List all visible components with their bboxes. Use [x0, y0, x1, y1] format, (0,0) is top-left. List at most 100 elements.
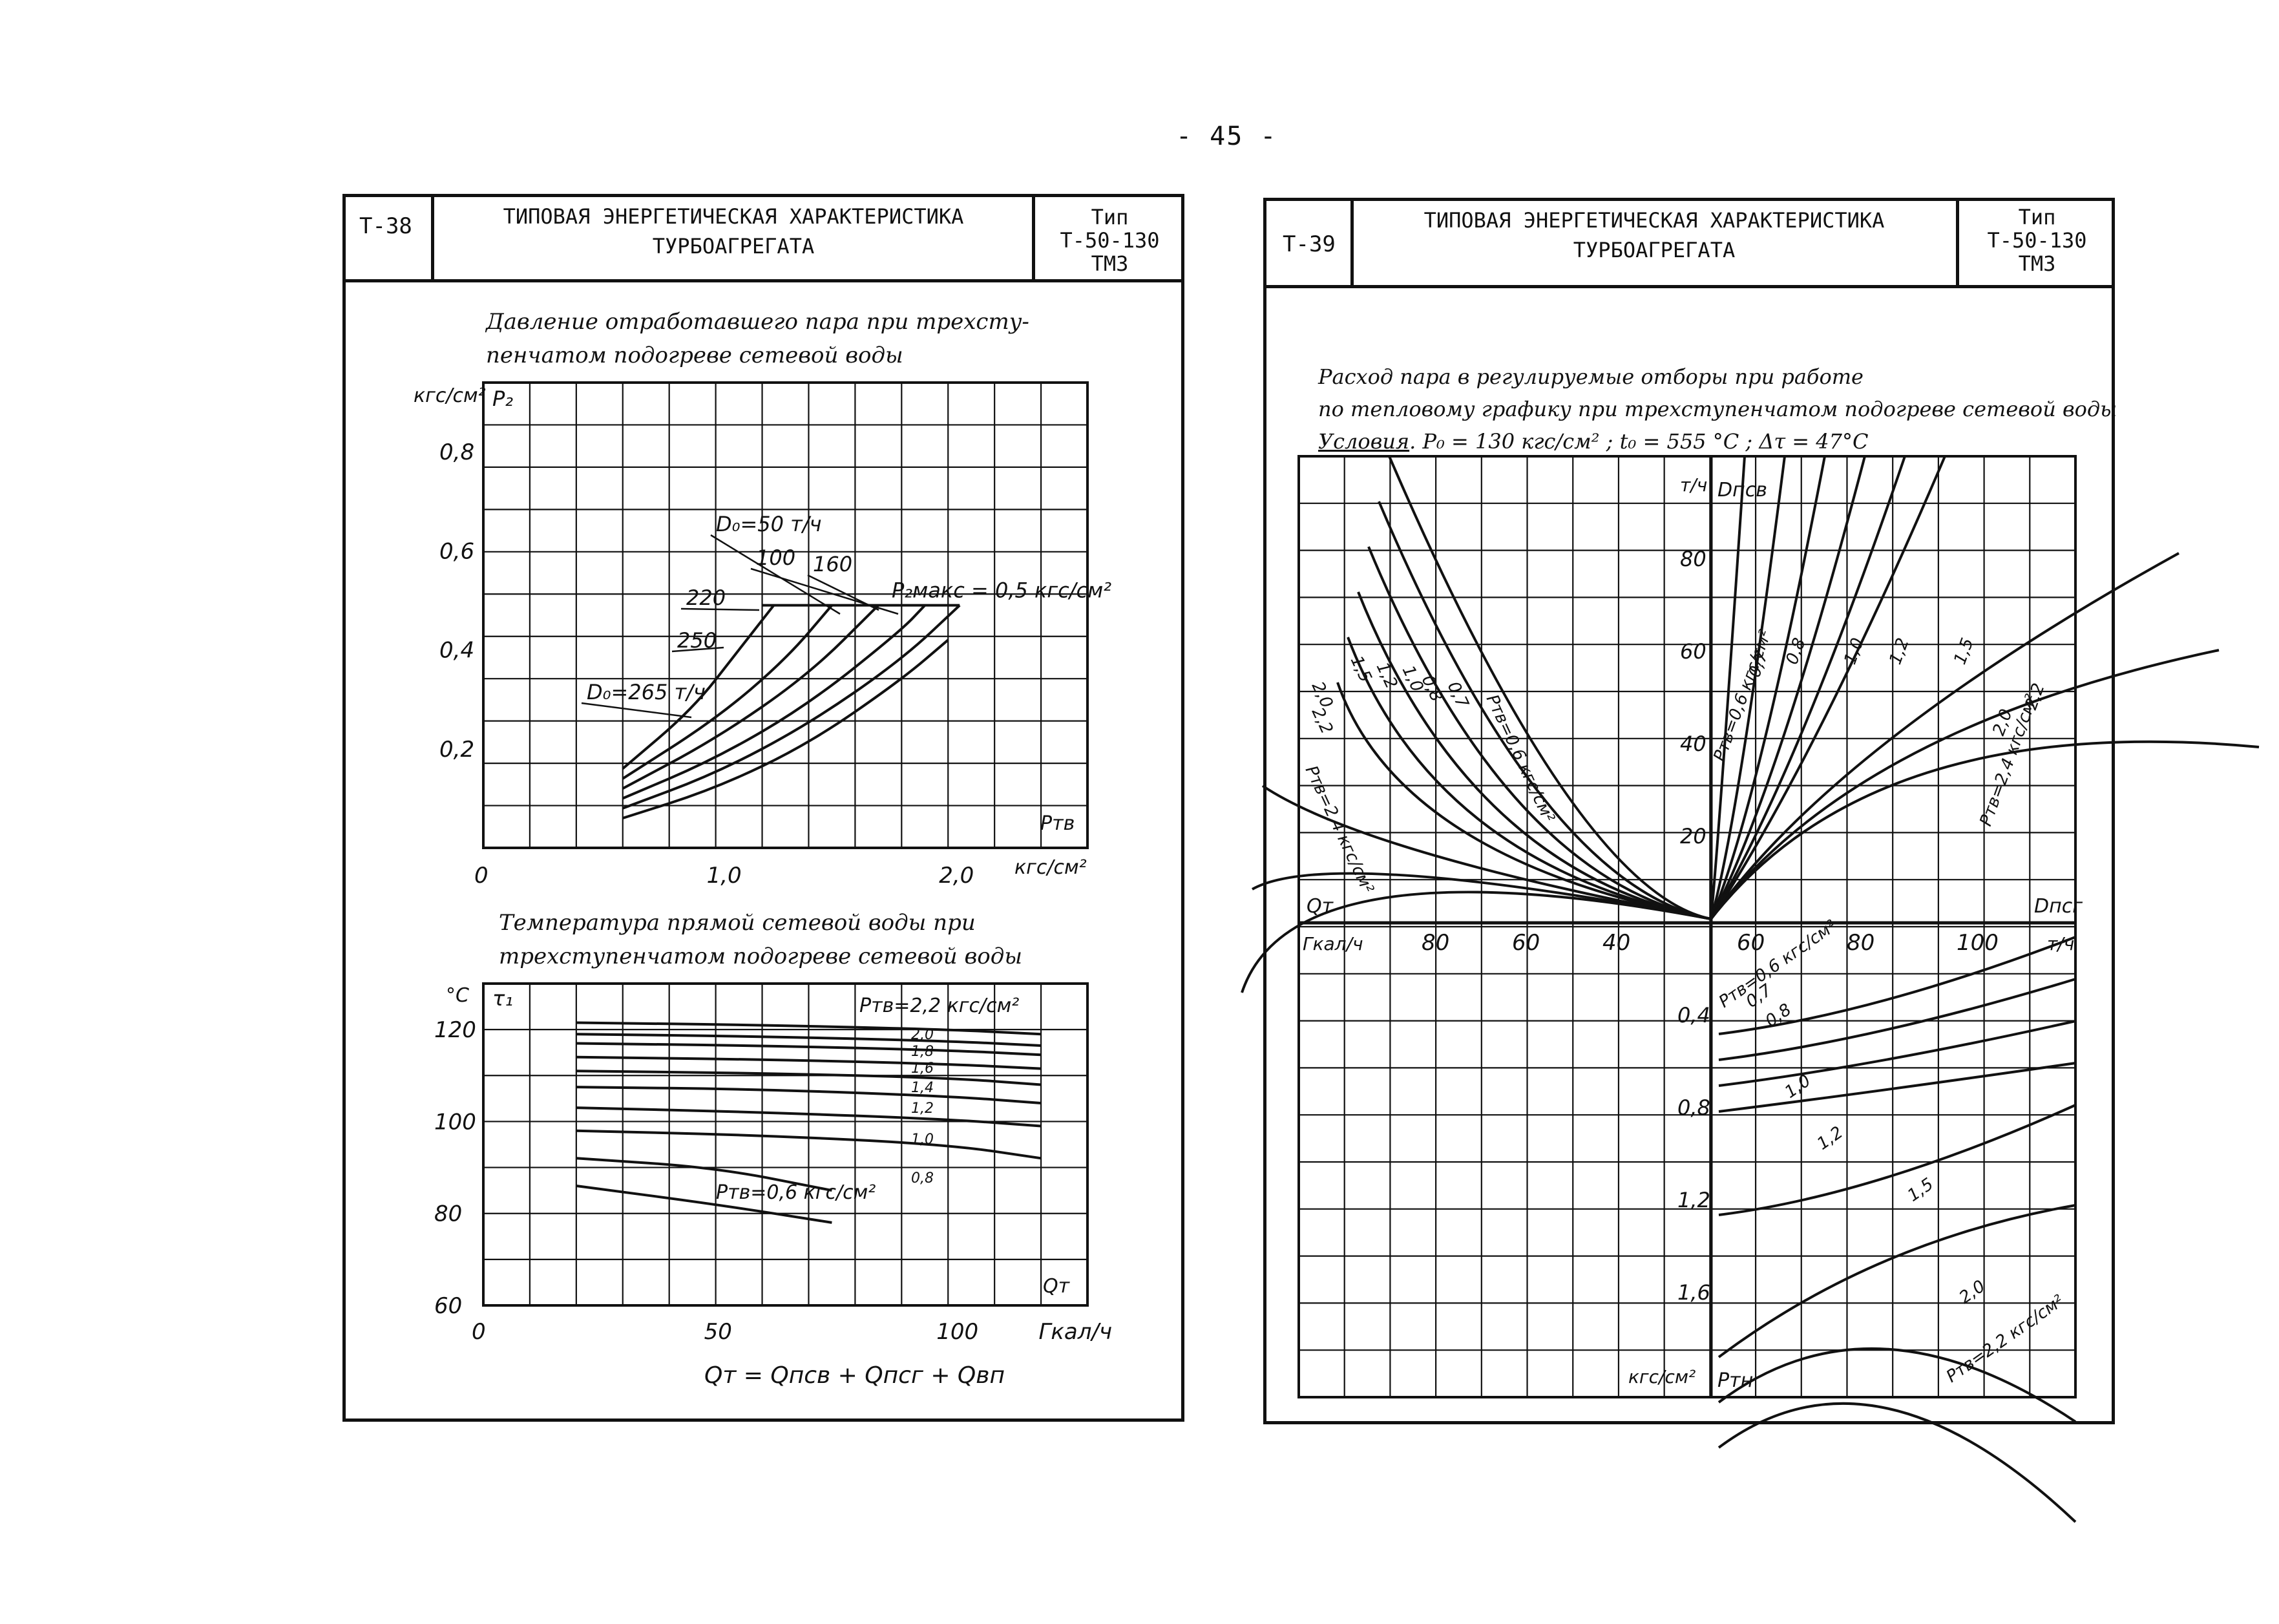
chart3-lr-series-line-4 — [1718, 1104, 2076, 1216]
chart1-x-unit: кгс/см² — [1014, 856, 1087, 879]
chart3-ur-series-line-3 — [1710, 456, 1866, 920]
chart3-lr-x-tick: 100 — [1957, 930, 1999, 956]
chart3-conditions-values: . P₀ = 130 кгс/см² ; t₀ = 555 °С ; Δτ = … — [1409, 429, 1869, 454]
chart2-series-line-5 — [576, 1086, 1042, 1104]
chart1-series-line-2 — [622, 604, 926, 800]
chart2-series-line-9 — [576, 1185, 832, 1224]
chart2-frame — [482, 982, 1089, 1307]
chart1-series-leader-5 — [581, 702, 692, 719]
chart3-lr-series-label-0: Pтв=0,6 кгс/см² — [1716, 916, 1840, 1011]
chart1-series-label-1: 100 — [756, 545, 795, 570]
chart2-x-symbol: Qт — [1043, 1275, 1071, 1298]
chart3-ul-series-line-8 — [1241, 891, 1712, 993]
chart3-title-line1: Расход пара в регулируемые отборы при ра… — [1318, 364, 1864, 389]
chart3-ul-x-tick: 60 — [1512, 930, 1540, 956]
chart1-frame — [482, 381, 1089, 849]
chart3-ur-series-line-7 — [1710, 649, 2220, 920]
chart2-series-line-1 — [576, 1033, 1042, 1047]
sheet-t38-type-model: Т-50-130 — [1060, 228, 1160, 253]
chart2-y-tick-label: 80 — [434, 1201, 462, 1227]
chart1-y-tick-label: 0,6 — [439, 538, 474, 564]
chart1-y-tick-label: 0,8 — [439, 439, 474, 465]
chart3-ur-series-line-1 — [1710, 456, 1786, 920]
chart3-lr-x-tick: 60 — [1737, 930, 1765, 956]
chart1-title: Давление отработавшего пара при трехсту-… — [486, 305, 1029, 372]
chart3-lr-y-tick: 1,2 — [1677, 1188, 1710, 1212]
chart1-series-label-2: 160 — [813, 552, 852, 576]
chart1-series-line-4 — [622, 604, 833, 780]
chart3-ur-y-tick: 80 — [1680, 547, 1707, 571]
chart3-ur-y-tick: 60 — [1680, 639, 1707, 664]
chart2-series-label-6: 1,0 — [911, 1132, 934, 1148]
chart2-y-symbol: τ₁ — [492, 986, 513, 1011]
chart2-series-line-3 — [576, 1055, 1042, 1070]
chart3-lr-series-line-6 — [1717, 1347, 2077, 1423]
chart2-series-line-0 — [576, 1021, 1042, 1036]
page-number: - 45 - — [1176, 121, 1277, 151]
chart1-series-label-5: D₀=265 т/ч — [587, 680, 706, 704]
chart2-y-tick-label: 120 — [434, 1017, 476, 1043]
chart2-series-line-8 — [576, 1157, 832, 1192]
chart1-x-symbol: Pтв — [1040, 812, 1075, 835]
sheet-t38-id-divider — [431, 194, 434, 281]
chart3-ul-series-line-5 — [1336, 682, 1712, 920]
chart2-y-tick-label: 60 — [434, 1293, 462, 1319]
chart3-ul-x-unit: Гкал/ч — [1303, 933, 1363, 954]
chart2-series-label-0: Pтв=2,2 кгс/см² — [859, 995, 1019, 1017]
chart3-ur-y-tick: 40 — [1680, 732, 1707, 756]
sheet-t38-type-divider — [1032, 194, 1035, 281]
sheet-t39-title: ТИПОВАЯ ЭНЕРГЕТИЧЕСКАЯ ХАРАКТЕРИСТИКА ТУ… — [1357, 206, 1951, 265]
chart3-ur-y-tick: 20 — [1680, 824, 1707, 849]
chart3-ul-series-line-1 — [1378, 501, 1712, 920]
chart2-x-tick-label: 50 — [704, 1319, 732, 1345]
chart2-y-tick-label: 100 — [434, 1109, 476, 1135]
chart3-ul-series-line-4 — [1347, 637, 1712, 920]
chart2-series-label-3: 1,6 — [911, 1060, 934, 1077]
sheet-t39-type-label: Тип — [2018, 205, 2056, 229]
chart3-lr-series-line-5 — [1717, 1204, 2076, 1358]
sheet-t39-header-divider — [1263, 285, 2115, 288]
chart3-ur-x-symbol: Dпсг — [2034, 895, 2083, 918]
chart2-x-tick-label: 100 — [936, 1319, 978, 1345]
chart3-lr-y-tick: 1,6 — [1677, 1280, 1710, 1305]
chart3-ul-series-label-4: 1,2 — [1372, 659, 1402, 691]
chart1-series-line-5 — [622, 604, 775, 770]
chart1-y-tick-label: 0,2 — [439, 737, 474, 763]
sheet-t39-type-model: Т-50-130 — [1987, 228, 2087, 253]
chart1-y-symbol: P₂ — [492, 386, 513, 411]
chart3-lr-series-line-2 — [1718, 1020, 2076, 1087]
chart1-title-line1: Давление отработавшего пара при трехсту- — [486, 309, 1029, 335]
chart1-series-leader-2 — [807, 574, 879, 611]
sheet-t39-type-maker: ТМЗ — [2018, 251, 2056, 276]
chart3-ul-x-tick: 80 — [1422, 930, 1449, 956]
chart3-ul-series-line-7 — [1252, 872, 1712, 920]
chart3-conditions: Условия. P₀ = 130 кгс/см² ; t₀ = 555 °С … — [1318, 425, 2117, 458]
chart1-x-tick-label: 0 — [474, 863, 488, 889]
sheet-t39-title-line2: ТУРБОАГРЕГАТА — [1573, 238, 1736, 262]
chart2-x-tick-label: 0 — [472, 1319, 486, 1345]
chart1-x-tick-label: 1,0 — [707, 863, 742, 889]
chart2-formula: Qт = Qпсв + Qпсг + Qвп — [704, 1362, 1005, 1389]
chart2-title-line1: Температура прямой сетевой воды при — [499, 910, 976, 936]
chart2-title-line2: трехступенчатом подогреве сетевой воды — [499, 944, 1023, 969]
chart2-series-label-5: 1,2 — [911, 1101, 934, 1117]
sheet-t38-title-line1: ТИПОВАЯ ЭНЕРГЕТИЧЕСКАЯ ХАРАКТЕРИСТИКА — [503, 204, 964, 229]
chart3-lr-y-tick: 0,8 — [1677, 1095, 1710, 1120]
sheet-t38-header-divider — [342, 279, 1184, 282]
sheet-t39-title-line1: ТИПОВАЯ ЭНЕРГЕТИЧЕСКАЯ ХАРАКТЕРИСТИКА — [1423, 208, 1885, 233]
chart3-lr-series-line-1 — [1718, 978, 2076, 1061]
sheet-t38 — [342, 194, 1184, 1422]
chart3-ur-series-line-5 — [1710, 456, 1946, 920]
chart1-series-label-0: D₀=50 т/ч — [716, 512, 822, 536]
chart3-ur-series-line-8 — [1710, 740, 2260, 920]
sheet-t38-id: Т-38 — [359, 213, 412, 239]
sheet-t39-id: Т-39 — [1283, 231, 1336, 257]
chart3-lr-series-line-3 — [1718, 1062, 2076, 1113]
chart3-lr-series-line-0 — [1718, 936, 2076, 1035]
chart3-lr-y-tick: 0,4 — [1677, 1003, 1710, 1028]
chart1-limit-label: P₂макс = 0,5 кгс/см² — [892, 578, 1111, 603]
chart1-series-leader-4 — [671, 646, 724, 653]
chart3-ul-series-label-7: 2,2 — [1308, 704, 1337, 737]
sheet-t38-title-line2: ТУРБОАГРЕГАТА — [652, 234, 815, 258]
